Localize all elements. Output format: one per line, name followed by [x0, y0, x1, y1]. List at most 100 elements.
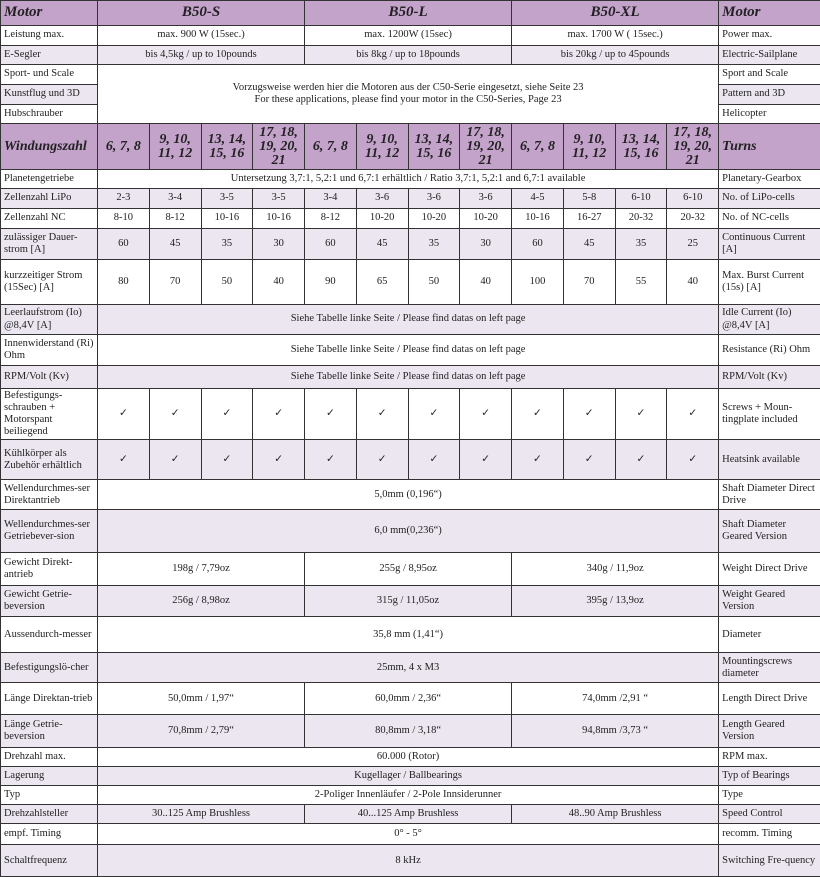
- checkmark-icon: ✓: [253, 440, 305, 480]
- row-label-de: Schaltfrequenz: [1, 845, 98, 877]
- cell-text: 3-4: [153, 192, 198, 204]
- cell-text: 8-12: [308, 212, 353, 224]
- row-label-en: Power max.: [719, 26, 820, 46]
- row-label-de: Leistung max.: [1, 26, 98, 46]
- cell-text: 5,0mm (0,196“): [101, 489, 715, 501]
- cell-text: ✓: [101, 408, 146, 420]
- cell-text: 35: [619, 238, 664, 250]
- value-cell: 45: [149, 229, 201, 260]
- cell-text: ✓: [153, 408, 198, 420]
- checkmark-icon: ✓: [305, 389, 357, 440]
- cell-text: ✓: [412, 408, 457, 420]
- cell-text: 10-20: [412, 212, 457, 224]
- value-cell: 70,8mm / 2,79“: [98, 715, 305, 748]
- table-row: Befestigungs-schrauben + Motorspant beil…: [1, 389, 820, 440]
- value-cell: 3-6: [408, 189, 460, 209]
- cell-text: 8 kHz: [101, 855, 715, 867]
- row-label-de: Gewicht Direkt-antrieb: [1, 553, 98, 586]
- row-label-en: Idle Current (Io) @8,4V [A]: [719, 305, 820, 335]
- cell-text: 65: [360, 276, 405, 288]
- value-cell: 4-5: [512, 189, 564, 209]
- cell-text: 55: [619, 276, 664, 288]
- cell-text: 40: [256, 276, 301, 288]
- value-cell: bis 8kg / up to 18pounds: [305, 46, 512, 65]
- cell-text: 10-20: [463, 212, 508, 224]
- checkmark-icon: ✓: [563, 389, 615, 440]
- cell-text: max. 900 W (15sec.): [101, 29, 301, 41]
- cell-text: 9, 10, 11, 12: [567, 133, 612, 161]
- cell-text: 6-10: [670, 192, 715, 204]
- value-cell: 20-32: [667, 209, 719, 229]
- value-cell: 2-3: [98, 189, 150, 209]
- cell-text: 30: [256, 238, 301, 250]
- cell-text: 17, 18, 19, 20, 21: [670, 126, 715, 168]
- row-label-de: Länge Direktan-trieb: [1, 683, 98, 715]
- checkmark-icon: ✓: [356, 440, 408, 480]
- value-cell: 3-4: [305, 189, 357, 209]
- checkmark-icon: ✓: [253, 389, 305, 440]
- cell-text: ✓: [360, 408, 405, 420]
- cell-text: 340g / 11,9oz: [515, 563, 715, 575]
- cell-text: ✓: [153, 454, 198, 466]
- cell-text: ✓: [205, 408, 250, 420]
- cell-text: 45: [153, 238, 198, 250]
- cell-text: ✓: [205, 454, 250, 466]
- cell-text: 25: [670, 238, 715, 250]
- value-cell: Siehe Tabelle linke Seite / Please find …: [98, 305, 719, 335]
- value-cell: 9, 10, 11, 12: [356, 124, 408, 170]
- cell-text: 20-32: [619, 212, 664, 224]
- cell-text: 70: [567, 276, 612, 288]
- value-cell: 30: [253, 229, 305, 260]
- row-label-en: Type: [719, 786, 820, 805]
- row-label-en: Shaft Diameter Direct Drive: [719, 480, 820, 510]
- cell-text: 35,8 mm (1,41“): [101, 629, 715, 641]
- row-label-de: zulässiger Dauer-strom [A]: [1, 229, 98, 260]
- row-label-de: Lagerung: [1, 767, 98, 786]
- checkmark-icon: ✓: [563, 440, 615, 480]
- row-label-en: Weight Direct Drive: [719, 553, 820, 586]
- cell-text: 10-16: [515, 212, 560, 224]
- value-cell: 60.000 (Rotor): [98, 748, 719, 767]
- cell-text: 8-12: [153, 212, 198, 224]
- cell-text: 6, 7, 8: [515, 140, 560, 154]
- value-cell: 45: [563, 229, 615, 260]
- cell-text: 35: [205, 238, 250, 250]
- cell-text: 395g / 13,9oz: [515, 595, 715, 607]
- row-label-en: RPM max.: [719, 748, 820, 767]
- cell-text: 70,8mm / 2,79“: [101, 725, 301, 737]
- value-cell: max. 900 W (15sec.): [98, 26, 305, 46]
- value-cell: 60: [98, 229, 150, 260]
- row-label-de: Befestigungs-schrauben + Motorspant beil…: [1, 389, 98, 440]
- model-b50-xl: B50-XL: [512, 1, 719, 26]
- cell-text: 17, 18, 19, 20, 21: [256, 126, 301, 168]
- cell-text: 13, 14, 15, 16: [412, 133, 457, 161]
- row-label-de: Planetengetriebe: [1, 170, 98, 189]
- value-cell: 35: [201, 229, 253, 260]
- cell-text: 3-6: [412, 192, 457, 204]
- row-label-de: Typ: [1, 786, 98, 805]
- checkmark-icon: ✓: [460, 440, 512, 480]
- row-label-en: Max. Burst Current (15s) [A]: [719, 260, 820, 305]
- cell-text: 45: [567, 238, 612, 250]
- row-label-en: Mountingscrews diameter: [719, 653, 820, 683]
- table-row: Drehzahl max.60.000 (Rotor)RPM max.: [1, 748, 820, 767]
- model-b50-l: B50-L: [305, 1, 512, 26]
- row-label-en: Switching Fre-quency: [719, 845, 820, 877]
- value-cell: 40: [460, 260, 512, 305]
- checkmark-icon: ✓: [149, 440, 201, 480]
- row-label-en: Turns: [719, 124, 820, 170]
- row-label-en: recomm. Timing: [719, 824, 820, 845]
- cell-text: 255g / 8,95oz: [308, 563, 508, 575]
- value-cell: Siehe Tabelle linke Seite / Please find …: [98, 335, 719, 366]
- value-cell: 80: [98, 260, 150, 305]
- value-cell: 74,0mm /2,91 “: [512, 683, 719, 715]
- value-cell: 10-20: [460, 209, 512, 229]
- row-label-de: Wellendurchmes-ser Direktantrieb: [1, 480, 98, 510]
- value-cell: 10-16: [201, 209, 253, 229]
